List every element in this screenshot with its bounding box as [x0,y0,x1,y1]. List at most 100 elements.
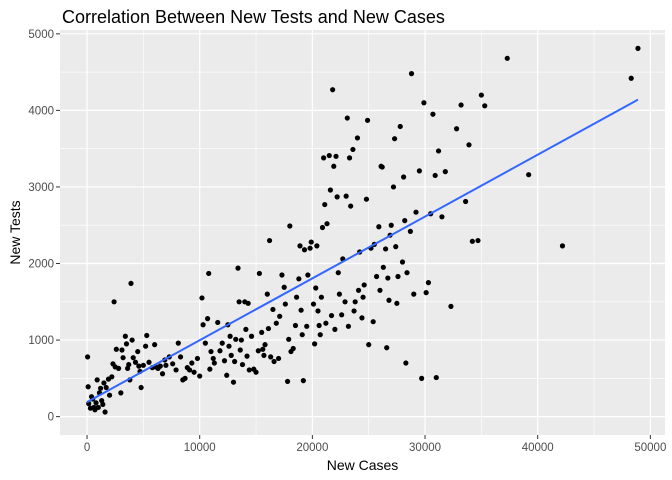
data-point [355,287,362,293]
data-point [421,100,427,106]
data-point [199,295,205,301]
data-point [85,384,91,390]
data-point [425,280,432,286]
data-point [350,146,356,153]
data-point [111,299,117,305]
data-point [106,392,113,398]
data-point [191,369,197,375]
data-point [186,367,193,373]
major-gridlines [60,30,665,435]
data-point [439,214,445,220]
data-point [287,223,293,229]
data-point [282,301,288,307]
data-point [469,238,475,244]
data-point [100,401,106,407]
data-point [138,384,144,391]
data-point [310,301,317,307]
data-point [376,224,382,230]
data-point [270,306,276,313]
data-point [432,172,438,179]
data-point [210,355,216,362]
data-point [430,111,436,117]
x-axis-title: New Cases [327,457,399,473]
data-point [159,371,166,377]
data-point [334,194,340,200]
data-point [423,290,429,296]
data-point [136,363,142,369]
data-point [315,308,321,314]
trend-line [86,98,639,403]
data-point [370,319,376,325]
data-point [324,221,330,227]
data-point [239,361,246,368]
data-point [126,361,132,368]
data-point [235,265,241,271]
data-point [322,201,328,208]
data-point [377,287,383,293]
data-point [236,299,242,305]
data-point [308,239,314,245]
data-point [221,358,228,364]
y-tick-label: 0 [48,412,54,424]
data-point [384,345,390,351]
data-point [346,155,353,161]
data-point [559,243,566,249]
data-point [336,291,342,297]
data-point [260,346,266,352]
data-point [388,222,394,228]
data-point [259,329,265,336]
data-point [397,123,403,130]
data-point [343,193,349,199]
data-point [175,340,181,346]
y-tick-label: 2000 [28,259,54,271]
x-tick-label: 40000 [522,442,554,454]
chart-title: Correlation Between New Tests and New Ca… [62,7,445,27]
data-point [255,348,261,354]
data-point [402,218,408,224]
data-point [271,358,277,365]
y-axis-ticks: 0 1000 2000 3000 4000 5000 [28,29,60,424]
data-point [301,247,308,253]
data-point [237,347,243,353]
data-point [143,343,149,349]
data-point [273,320,279,326]
data-point [304,323,310,329]
data-point [379,164,385,170]
data-point [101,380,107,386]
data-point [313,285,319,291]
data-point [383,246,389,252]
data-point [297,243,303,249]
data-point [157,363,163,369]
data-point [266,237,273,244]
data-point [330,87,336,93]
data-point [248,333,255,339]
data-point [113,346,119,352]
data-point [130,355,136,361]
y-tick-label: 4000 [28,105,54,117]
data-point [94,377,100,383]
data-point [404,270,410,276]
data-point [348,203,354,209]
data-point [279,272,285,278]
data-point [333,153,339,159]
minor-gridlines [60,30,665,435]
data-point [189,360,195,366]
x-tick-label: 0 [84,442,90,454]
data-point [204,316,211,322]
x-axis-ticks: 0 10000 20000 30000 40000 50000 [84,435,666,454]
data-point [284,378,291,385]
data-point [361,282,367,288]
data-point [323,320,329,326]
data-point [364,117,371,123]
data-point [328,312,335,319]
data-point [268,354,274,360]
data-point [352,299,358,305]
data-point [163,362,169,368]
data-point [416,168,422,174]
data-point [331,163,337,169]
data-point [232,358,238,365]
data-point [152,342,158,348]
data-point [319,224,326,231]
data-point [300,378,306,384]
